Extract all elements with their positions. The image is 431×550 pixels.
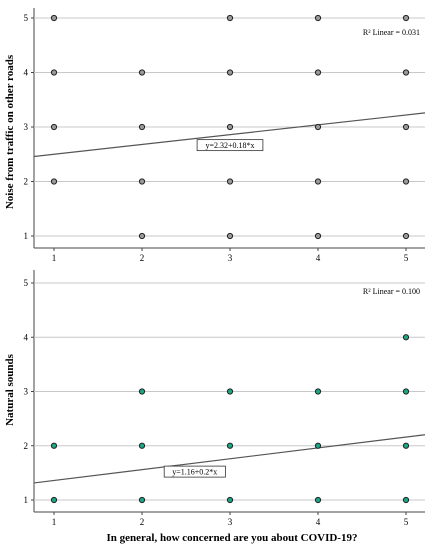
y-tick-label: 5 xyxy=(24,278,29,288)
y-tick-label: 2 xyxy=(24,177,29,187)
y-tick-label: 3 xyxy=(24,122,29,132)
x-axis-title: In general, how concerned are you about … xyxy=(107,532,358,544)
data-point xyxy=(314,123,322,131)
x-tick-labels-2: 1 2 3 4 5 xyxy=(52,512,409,527)
data-point xyxy=(226,442,234,449)
data-point xyxy=(138,388,146,395)
data-points-1 xyxy=(50,14,410,240)
data-point xyxy=(314,14,322,22)
data-point xyxy=(50,442,58,449)
equation-box xyxy=(163,465,226,478)
data-point xyxy=(138,123,146,131)
data-point xyxy=(402,442,410,449)
x-tick-label: 2 xyxy=(140,517,145,527)
x-tick-label: 1 xyxy=(52,253,57,263)
data-point xyxy=(50,69,58,76)
fit-line-group-1 xyxy=(33,112,426,158)
data-point xyxy=(50,496,58,504)
data-point xyxy=(402,496,410,504)
x-tick-label: 5 xyxy=(404,253,409,263)
data-point xyxy=(402,232,410,240)
data-point xyxy=(50,14,58,22)
chart-panel-2: 1 2 3 4 5 1 2 3 4 5 Natural sounds R² Linear = 0… xyxy=(4,270,426,527)
x-tick-label: 3 xyxy=(228,253,233,263)
data-point xyxy=(226,388,234,395)
equation-label-2: y=1.16+0.2*x xyxy=(163,465,226,478)
data-point xyxy=(226,123,234,131)
data-point xyxy=(138,232,146,240)
data-point xyxy=(138,178,146,185)
r2-label-1: R² Linear = 0.031 xyxy=(363,28,420,37)
data-point xyxy=(314,232,322,240)
data-point xyxy=(314,178,322,185)
y-tick-label: 5 xyxy=(24,13,29,23)
data-point xyxy=(226,496,234,504)
equation-text: y=2.32+0.18*x xyxy=(205,141,254,150)
data-point xyxy=(402,334,410,341)
y-axis-title-2: Natural sounds xyxy=(4,353,16,426)
data-point xyxy=(314,69,322,76)
x-tick-label: 4 xyxy=(316,253,321,263)
data-point xyxy=(50,178,58,185)
y-tick-label: 4 xyxy=(24,332,29,342)
x-tick-label: 2 xyxy=(140,253,145,263)
x-tick-label: 4 xyxy=(316,517,321,527)
x-tick-label: 5 xyxy=(404,517,409,527)
fit-line-group-2 xyxy=(33,434,426,484)
data-point xyxy=(226,232,234,240)
data-point xyxy=(138,442,146,449)
x-tick-labels-1: 1 2 3 4 5 xyxy=(52,248,409,263)
data-point xyxy=(138,496,146,504)
y-tick-labels-2: 1 2 3 4 5 xyxy=(24,278,34,505)
data-point xyxy=(314,388,322,395)
data-points-2 xyxy=(50,334,410,504)
data-point xyxy=(138,69,146,76)
y-tick-label: 1 xyxy=(24,231,29,241)
data-point xyxy=(402,388,410,395)
y-tick-label: 3 xyxy=(24,387,29,397)
data-point xyxy=(226,178,234,185)
data-point xyxy=(314,496,322,504)
x-tick-label: 1 xyxy=(52,517,57,527)
y-tick-label: 4 xyxy=(24,68,29,78)
equation-box xyxy=(196,139,264,152)
equation-label-1: y=2.32+0.18*x xyxy=(196,139,264,152)
data-point xyxy=(402,178,410,185)
regression-line xyxy=(33,434,426,484)
regression-line xyxy=(33,112,426,158)
data-point xyxy=(402,123,410,131)
y-axis-title-1: Noise from traffic on other roads xyxy=(4,54,16,209)
y-tick-label: 1 xyxy=(24,495,29,505)
y-tick-label: 2 xyxy=(24,441,29,451)
equation-text: y=1.16+0.2*x xyxy=(172,468,217,477)
data-point xyxy=(226,69,234,76)
r2-label-2: R² Linear = 0.100 xyxy=(363,287,420,296)
x-tick-label: 3 xyxy=(228,517,233,527)
data-point xyxy=(314,442,322,449)
data-point xyxy=(50,123,58,131)
data-point xyxy=(226,14,234,22)
y-tick-labels-1: 1 2 3 4 5 xyxy=(24,13,34,241)
data-point xyxy=(402,69,410,76)
chart-panel-1: 1 2 3 4 5 1 2 3 4 5 Noise from traffic on other … xyxy=(4,8,426,263)
data-point xyxy=(402,14,410,22)
